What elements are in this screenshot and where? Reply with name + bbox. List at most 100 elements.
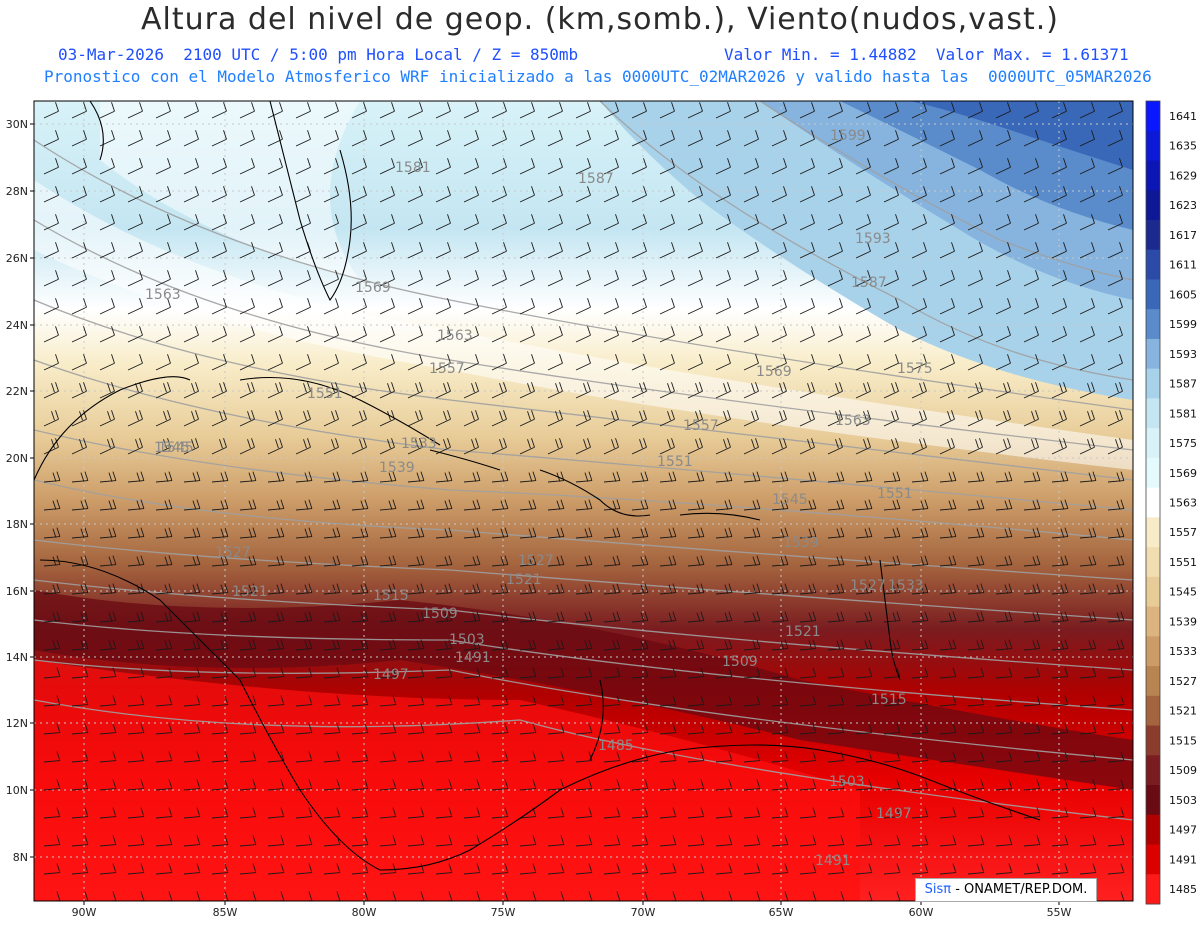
wind-barb bbox=[883, 863, 901, 875]
wind-barb bbox=[155, 583, 173, 595]
wind-barb bbox=[631, 835, 649, 847]
wind-barb bbox=[351, 471, 369, 483]
wind-barb bbox=[323, 410, 339, 427]
wind-barb bbox=[603, 583, 621, 595]
wind-barb bbox=[43, 863, 61, 875]
wind-barb bbox=[99, 611, 117, 623]
wind-barb bbox=[519, 326, 535, 343]
wind-barb bbox=[603, 695, 621, 707]
wind-barb bbox=[239, 130, 255, 147]
wind-barb bbox=[491, 130, 507, 147]
wind-barb bbox=[575, 410, 591, 427]
wind-barb bbox=[855, 555, 873, 567]
wind-barb bbox=[575, 639, 593, 651]
wind-barb bbox=[463, 555, 481, 567]
wind-barb bbox=[323, 499, 341, 511]
wind-barb bbox=[379, 471, 397, 483]
wind-barb bbox=[1023, 186, 1039, 203]
wind-barb bbox=[71, 723, 89, 735]
wind-barb bbox=[687, 298, 703, 315]
wind-barb bbox=[603, 611, 621, 623]
wind-barb bbox=[743, 102, 759, 119]
wind-barb bbox=[603, 555, 621, 567]
wind-barb bbox=[967, 438, 983, 455]
wind-barb bbox=[491, 527, 509, 539]
wind-barb bbox=[631, 354, 647, 371]
wind-barb bbox=[71, 695, 89, 707]
lat-label: 8N bbox=[13, 851, 28, 864]
colorbar-swatch bbox=[1146, 249, 1160, 280]
wind-barb bbox=[827, 102, 843, 119]
wind-barb bbox=[407, 158, 423, 175]
wind-barb bbox=[1051, 667, 1069, 679]
wind-barb bbox=[463, 158, 479, 175]
wind-barb bbox=[939, 382, 955, 399]
wind-barb bbox=[1023, 214, 1039, 231]
wind-barb bbox=[183, 102, 199, 119]
wind-barb bbox=[771, 158, 787, 175]
wind-barb bbox=[967, 639, 985, 651]
wind-barb bbox=[43, 835, 61, 847]
wind-barb bbox=[1079, 298, 1095, 315]
wind-barb bbox=[771, 807, 789, 819]
wind-barb bbox=[71, 555, 89, 567]
wind-barb bbox=[519, 471, 537, 483]
wind-barb bbox=[603, 410, 619, 427]
wind-barb bbox=[659, 751, 677, 763]
wind-barb bbox=[435, 438, 451, 455]
wind-barb bbox=[99, 471, 117, 483]
wind-barb bbox=[491, 102, 507, 119]
wind-barb bbox=[323, 639, 341, 651]
wind-barb bbox=[631, 438, 647, 455]
wind-barb bbox=[575, 242, 591, 259]
wind-barb bbox=[211, 242, 227, 259]
wind-barb bbox=[575, 438, 591, 455]
wind-barb bbox=[491, 779, 509, 791]
wind-barb bbox=[1107, 807, 1125, 819]
lat-label: 12N bbox=[6, 717, 28, 730]
wind-barb bbox=[379, 583, 397, 595]
wind-barb bbox=[71, 751, 89, 763]
wind-barb bbox=[687, 611, 705, 623]
wind-barb bbox=[407, 807, 425, 819]
wind-barb bbox=[743, 667, 761, 679]
wind-barb bbox=[659, 354, 675, 371]
wind-barb bbox=[715, 751, 733, 763]
wind-barb bbox=[743, 779, 761, 791]
wind-barb bbox=[519, 499, 537, 511]
wind-barb bbox=[491, 214, 507, 231]
contour-label: 1587 bbox=[578, 171, 614, 187]
wind-barb bbox=[491, 863, 509, 875]
wind-barb bbox=[687, 695, 705, 707]
wind-barb bbox=[1051, 298, 1067, 315]
wind-barb bbox=[99, 242, 115, 259]
wind-barb bbox=[911, 863, 929, 875]
wind-barb bbox=[183, 527, 201, 539]
wind-barb bbox=[1079, 242, 1095, 259]
wind-barb bbox=[99, 863, 117, 875]
wind-barb bbox=[407, 102, 423, 119]
wind-barb bbox=[71, 583, 89, 595]
colorbar-label: 1551 bbox=[1169, 556, 1197, 569]
wind-barb bbox=[883, 102, 899, 119]
wind-barb bbox=[183, 270, 199, 287]
wind-barb bbox=[631, 158, 647, 175]
wind-barb bbox=[379, 354, 395, 371]
wind-barb bbox=[687, 438, 703, 455]
wind-barb bbox=[379, 499, 397, 511]
contour-label: 1593 bbox=[855, 231, 891, 247]
wind-barb bbox=[939, 555, 957, 567]
wind-barb bbox=[743, 471, 761, 483]
wind-barb bbox=[715, 807, 733, 819]
wind-barb bbox=[295, 130, 311, 147]
wind-barb bbox=[799, 438, 815, 455]
wind-barb bbox=[183, 807, 201, 819]
wind-barb bbox=[379, 695, 397, 707]
colorbar-label: 1569 bbox=[1169, 467, 1197, 480]
wind-barb bbox=[855, 270, 871, 287]
wind-barb bbox=[1051, 807, 1069, 819]
wind-barb bbox=[799, 527, 817, 539]
wind-barb bbox=[799, 863, 817, 875]
wind-barb bbox=[351, 639, 369, 651]
wind-barb bbox=[827, 499, 845, 511]
